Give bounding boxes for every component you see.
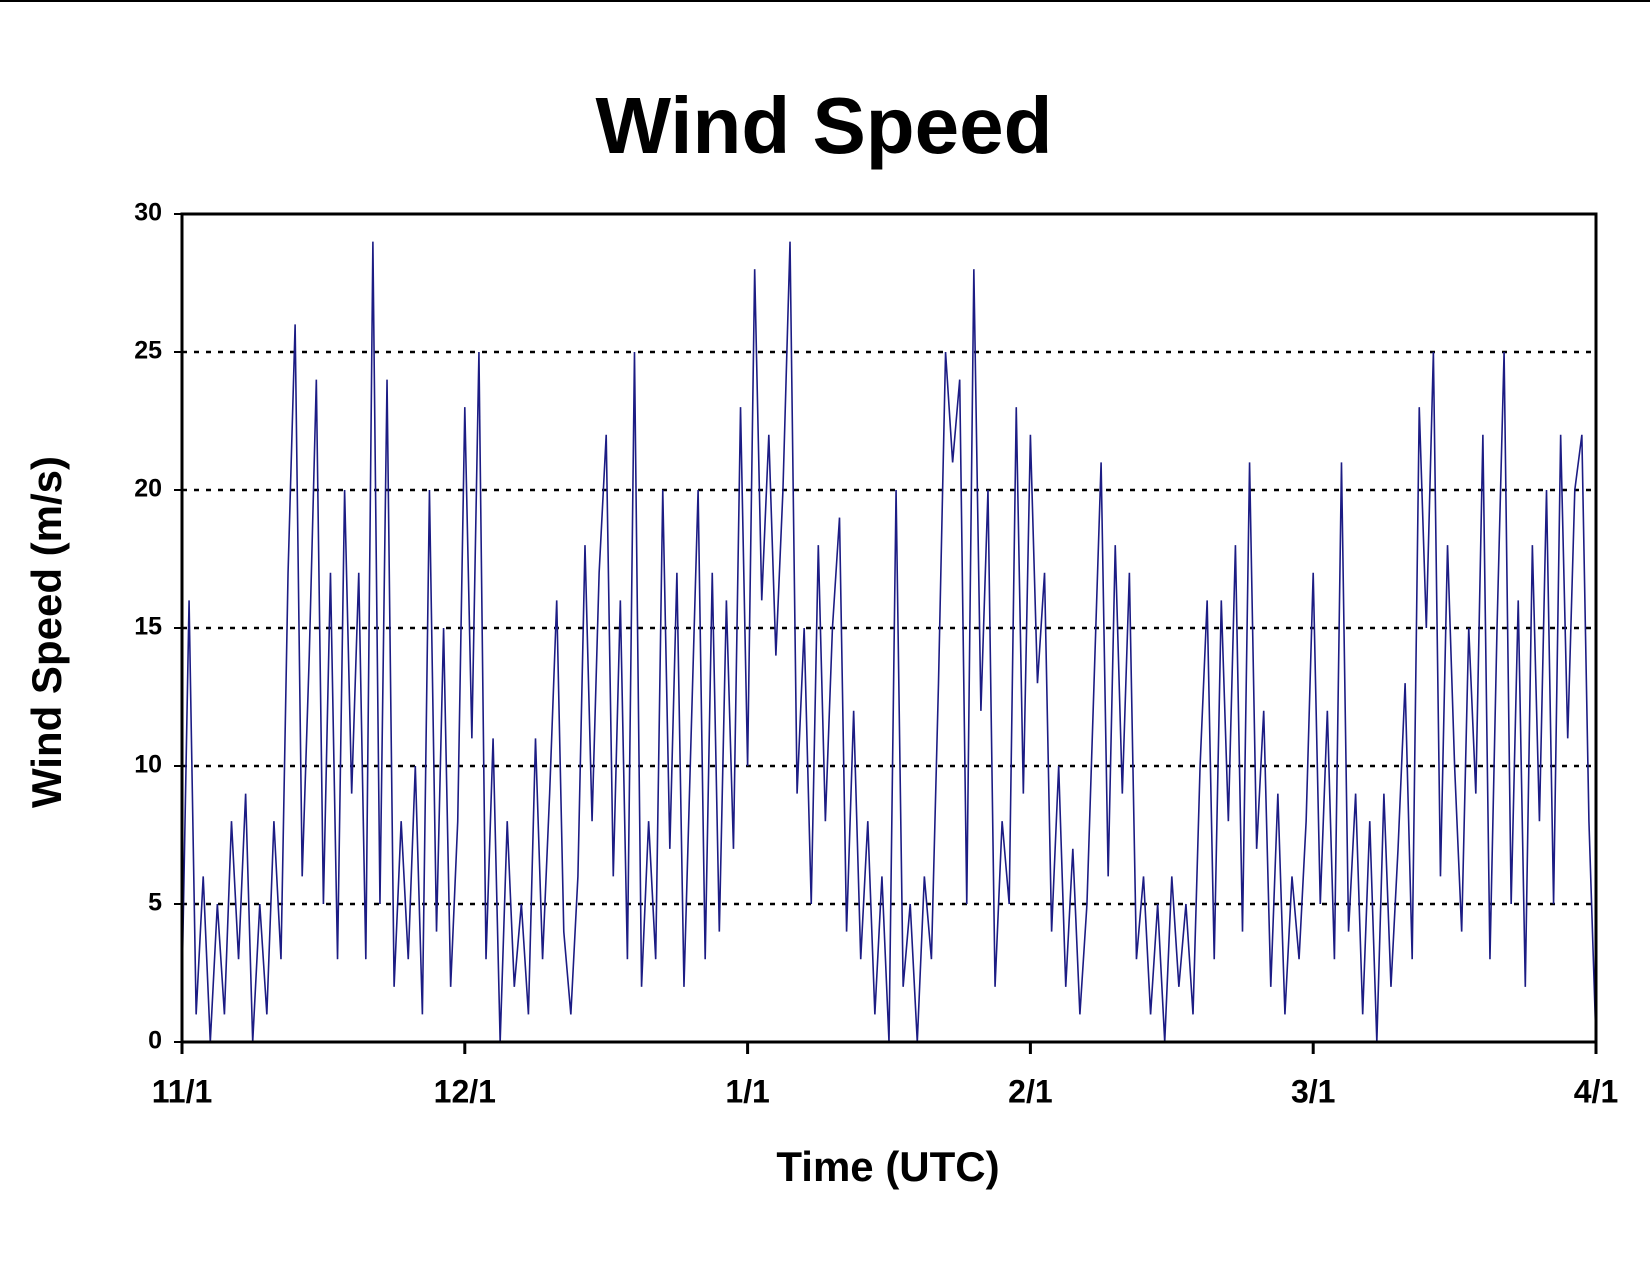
- y-tick-label: 15: [134, 613, 162, 641]
- x-axis-title: Time (UTC): [776, 1143, 999, 1190]
- x-tick-label: 1/1: [725, 1073, 769, 1109]
- chart-title: Wind Speed: [595, 81, 1052, 170]
- x-tick-label: 12/1: [434, 1073, 496, 1109]
- y-axis-title: Wind Speed (m/s): [23, 456, 70, 808]
- x-tick-label: 2/1: [1008, 1073, 1052, 1109]
- y-tick-label: 0: [148, 1027, 162, 1055]
- data-line: [181, 241, 1597, 1043]
- plot-frame: [180, 212, 1598, 1044]
- x-tick-label: 11/1: [152, 1073, 213, 1109]
- y-tick-label: 30: [134, 199, 162, 227]
- y-tick-label: 25: [134, 337, 162, 365]
- y-tick-label: 10: [134, 751, 162, 779]
- y-tick-label: 20: [134, 475, 162, 503]
- y-tick-label: 5: [148, 889, 162, 917]
- x-tick-label: 3/1: [1291, 1073, 1335, 1109]
- x-tick-label: 4/1: [1574, 1073, 1618, 1109]
